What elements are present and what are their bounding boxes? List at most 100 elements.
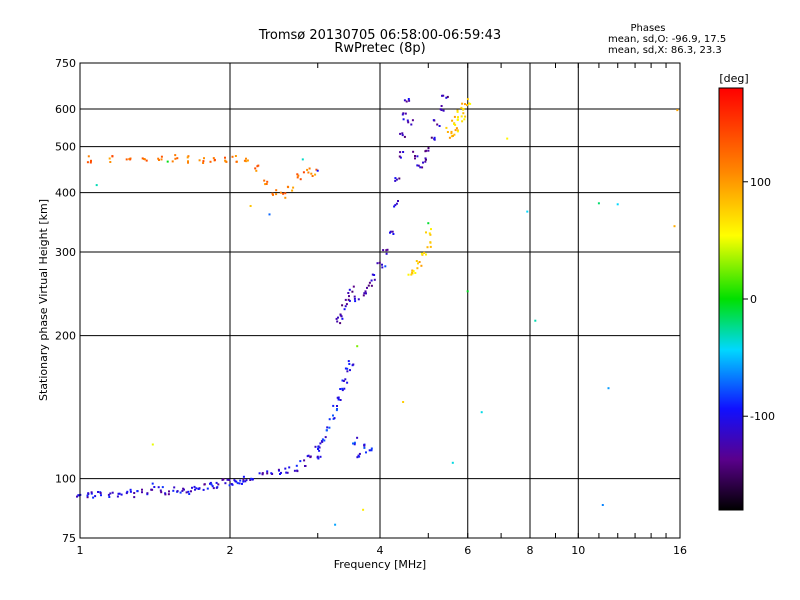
- data-point: [217, 483, 220, 486]
- data-point: [167, 493, 170, 496]
- data-point: [157, 486, 160, 489]
- data-point: [399, 151, 402, 154]
- data-point: [266, 180, 269, 183]
- data-point: [399, 156, 402, 159]
- data-point: [616, 203, 619, 206]
- data-point: [171, 160, 174, 163]
- data-point: [440, 105, 443, 107]
- data-point: [433, 138, 436, 141]
- data-point: [235, 480, 238, 483]
- data-point: [190, 490, 192, 493]
- data-point: [318, 446, 321, 449]
- data-point: [151, 443, 154, 446]
- data-point: [265, 183, 268, 185]
- colorbar-ticks: 100 0 -100: [743, 176, 775, 423]
- data-point: [348, 363, 351, 365]
- data-point: [468, 102, 470, 105]
- data-point: [280, 471, 282, 474]
- data-point: [141, 488, 143, 491]
- data-point: [126, 490, 129, 493]
- data-point: [90, 491, 93, 494]
- data-point: [164, 493, 167, 496]
- data-point: [159, 489, 162, 492]
- data-point: [238, 482, 241, 485]
- data-point: [285, 471, 288, 474]
- data-point: [235, 160, 238, 163]
- data-point: [394, 179, 397, 182]
- data-point: [332, 404, 335, 407]
- data-point: [209, 481, 212, 484]
- y-tick-label: 300: [55, 246, 76, 259]
- data-point: [160, 491, 163, 494]
- data-point: [299, 460, 302, 463]
- data-point: [428, 232, 431, 235]
- data-point: [236, 482, 239, 485]
- data-point: [242, 475, 245, 478]
- data-point: [158, 159, 160, 161]
- data-point: [128, 158, 131, 161]
- data-point: [210, 483, 213, 486]
- grid-lines: [80, 63, 680, 538]
- data-point: [607, 387, 610, 390]
- data-point: [345, 303, 348, 306]
- data-point: [414, 272, 417, 274]
- data-point: [251, 478, 254, 481]
- data-point: [370, 284, 373, 287]
- data-point: [466, 290, 469, 293]
- data-point: [346, 370, 349, 373]
- data-point: [310, 172, 313, 175]
- data-point: [402, 401, 405, 403]
- data-point: [314, 445, 317, 448]
- data-point: [469, 102, 472, 105]
- data-point: [258, 472, 261, 475]
- data-point: [182, 487, 185, 490]
- data-point: [385, 249, 388, 252]
- data-point: [427, 222, 430, 225]
- data-point: [92, 496, 95, 499]
- data-point: [460, 106, 463, 109]
- data-point: [346, 367, 349, 370]
- data-point: [462, 108, 465, 110]
- data-point: [353, 295, 356, 298]
- data-point: [146, 492, 149, 495]
- data-point: [161, 486, 164, 489]
- data-point: [407, 273, 410, 276]
- data-points: [76, 94, 679, 526]
- data-point: [244, 480, 247, 483]
- data-point: [118, 492, 121, 495]
- data-point: [337, 398, 340, 401]
- data-point: [87, 155, 90, 158]
- data-point: [266, 470, 269, 473]
- data-point: [343, 387, 346, 390]
- data-point: [348, 299, 351, 302]
- data-point: [304, 465, 306, 467]
- data-point: [193, 485, 196, 488]
- data-point: [311, 175, 314, 177]
- data-point: [318, 449, 321, 452]
- colorbar-tick-label: 100: [750, 176, 771, 189]
- data-point: [226, 478, 229, 481]
- data-point: [384, 265, 387, 268]
- data-point: [601, 504, 604, 506]
- data-point: [309, 456, 312, 459]
- data-point: [411, 119, 414, 122]
- data-point: [275, 189, 278, 192]
- data-point: [336, 396, 339, 399]
- data-point: [427, 147, 430, 149]
- data-point: [368, 281, 371, 284]
- data-point: [461, 120, 464, 123]
- data-point: [187, 160, 189, 163]
- data-point: [351, 290, 354, 293]
- data-point: [239, 479, 242, 482]
- data-point: [389, 231, 391, 234]
- data-point: [425, 158, 427, 161]
- data-point: [97, 491, 99, 493]
- data-point: [261, 473, 264, 476]
- data-point: [168, 490, 170, 493]
- data-point: [297, 174, 300, 177]
- data-point: [284, 196, 287, 199]
- data-point: [416, 155, 419, 158]
- data-point: [301, 158, 304, 161]
- data-point: [367, 284, 370, 287]
- data-point: [141, 491, 143, 494]
